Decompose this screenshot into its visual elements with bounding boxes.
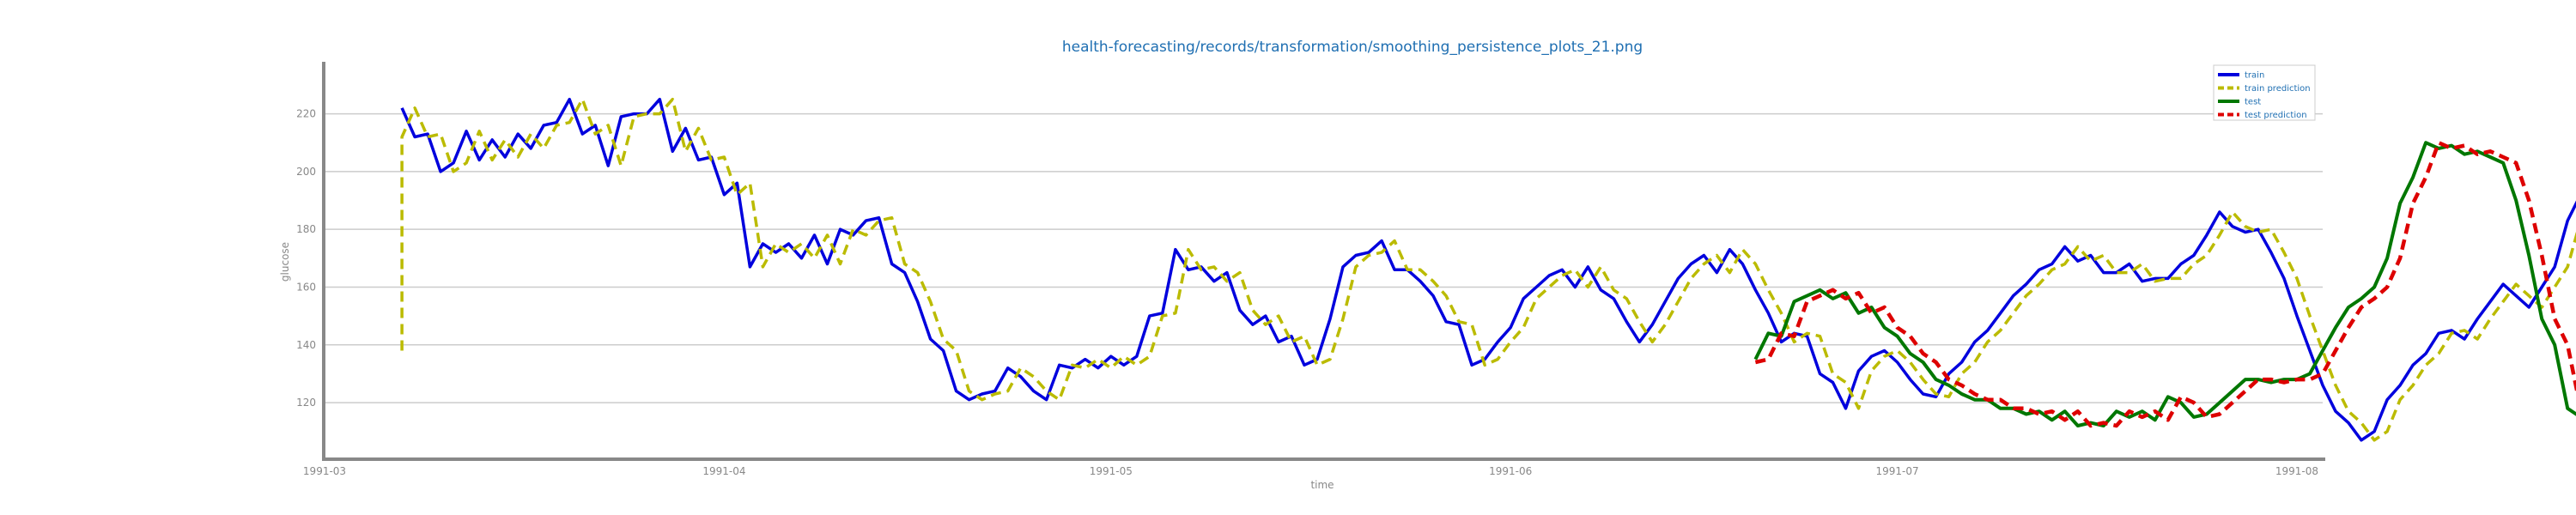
x-tick-label-1991-03: 1991-03 [303, 465, 346, 477]
x-tick-label-1991-05: 1991-05 [1090, 465, 1133, 477]
chart-title: health-forecasting/records/transformatio… [1062, 39, 1643, 56]
series-line-test-prediction [1754, 140, 2576, 428]
legend-label-train: train [2245, 71, 2264, 81]
series-line-train-prediction [400, 97, 2576, 442]
y-tick-label-160: 160 [296, 281, 316, 293]
legend-box [2213, 64, 2316, 121]
y-tick-label-140: 140 [296, 339, 316, 351]
series-line-test [1753, 141, 2576, 427]
axes [322, 62, 2325, 461]
x-tick-label-1991-08: 1991-08 [2275, 465, 2318, 477]
legend-label-test: test [2245, 98, 2261, 107]
y-tick-label-180: 180 [296, 223, 316, 235]
series-line-train [400, 97, 2576, 442]
x-axis-label: time [1310, 479, 1334, 491]
series-layer [400, 97, 2576, 442]
x-tick-labels: 1991-03 1991-04 1991-05 1991-06 1991-07 1991-… [303, 465, 2318, 477]
x-tick-label-1991-06: 1991-06 [1489, 465, 1532, 477]
legend-label-train-prediction: train prediction [2245, 84, 2311, 94]
y-tick-labels: 120 140 160 180 200 220 [296, 108, 316, 409]
x-tick-label-1991-07: 1991-07 [1876, 465, 1919, 477]
y-tick-label-220: 220 [296, 108, 316, 120]
y-tick-label-200: 200 [296, 166, 316, 178]
y-tick-label-120: 120 [296, 397, 316, 409]
legend: train train prediction test test prediction [2213, 64, 2316, 121]
legend-label-test-prediction: test prediction [2245, 111, 2307, 120]
x-tick-label-1991-04: 1991-04 [702, 465, 745, 477]
y-axis-label: glucose [279, 242, 291, 282]
